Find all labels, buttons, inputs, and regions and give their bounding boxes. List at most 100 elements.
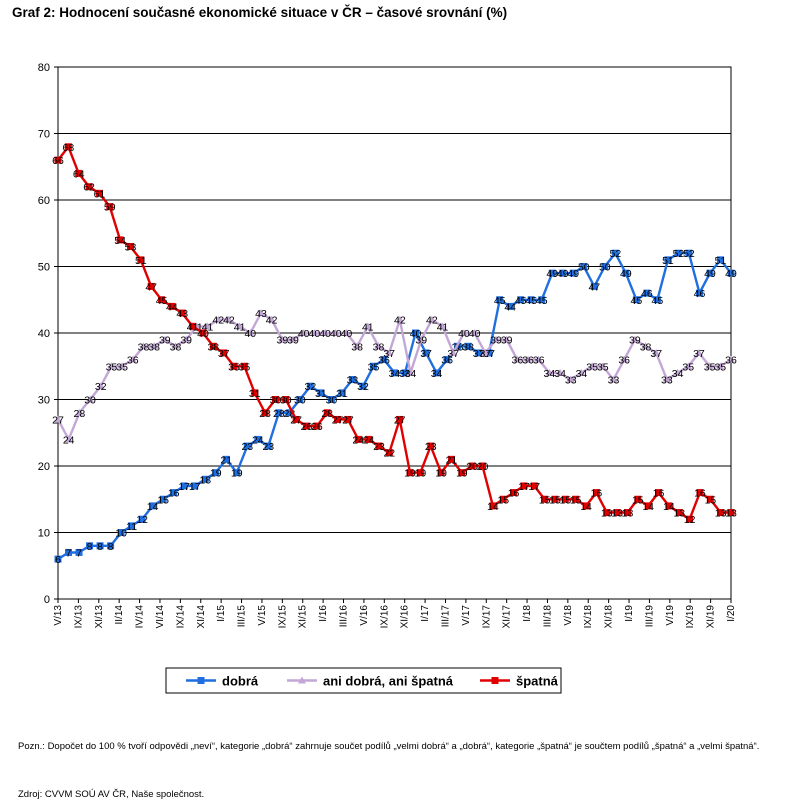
x-tick-label: V/19 xyxy=(665,605,676,626)
data-point xyxy=(534,355,543,363)
data-label: 39 xyxy=(180,335,192,347)
data-point xyxy=(299,329,308,336)
data-label: 27 xyxy=(52,414,64,426)
data-label: 35 xyxy=(116,361,128,373)
chart-title: Graf 2: Hodnocení současné ekonomické si… xyxy=(12,5,508,20)
data-label: 24 xyxy=(352,434,364,446)
data-point xyxy=(313,422,321,430)
data-point xyxy=(592,489,600,497)
data-label: 39 xyxy=(276,335,288,347)
legend-marker xyxy=(197,677,205,684)
data-point xyxy=(412,329,420,337)
data-label: 34 xyxy=(399,368,411,380)
data-point xyxy=(160,335,169,343)
data-point xyxy=(278,335,287,343)
data-point xyxy=(191,482,199,490)
data-label: 51 xyxy=(135,255,147,267)
data-label: 15 xyxy=(539,494,551,506)
data-point xyxy=(662,375,671,383)
data-label: 12 xyxy=(684,514,696,526)
data-label: 44 xyxy=(166,301,178,313)
data-label: 14 xyxy=(642,501,654,513)
data-label: 36 xyxy=(378,355,390,367)
data-point xyxy=(107,362,116,370)
data-label: 45 xyxy=(494,295,506,307)
data-label: 43 xyxy=(176,308,188,320)
data-point xyxy=(203,322,212,330)
data-point xyxy=(696,489,704,497)
legend-marker xyxy=(298,676,306,684)
data-point xyxy=(520,482,528,490)
data-label: 36 xyxy=(725,355,737,367)
data-point xyxy=(292,415,300,423)
data-label: 33 xyxy=(661,375,673,387)
y-tick-label: 70 xyxy=(38,129,50,141)
data-point xyxy=(354,435,362,443)
data-label: 40 xyxy=(458,328,470,340)
data-point xyxy=(530,482,538,490)
data-point xyxy=(285,409,293,417)
data-label: 36 xyxy=(522,355,534,367)
data-label: 23 xyxy=(425,441,437,453)
x-tick-label: V/18 xyxy=(563,605,574,626)
data-label: 13 xyxy=(673,508,685,520)
data-point xyxy=(634,495,642,503)
data-label: 40 xyxy=(309,328,321,340)
data-point xyxy=(416,469,424,477)
data-point xyxy=(438,322,447,330)
data-label: 7 xyxy=(66,547,72,559)
data-label: 43 xyxy=(255,308,267,320)
data-point xyxy=(706,495,714,503)
data-point xyxy=(149,502,157,510)
y-tick-label: 80 xyxy=(38,62,50,74)
data-point xyxy=(541,495,549,503)
data-label: 47 xyxy=(145,281,157,293)
data-point xyxy=(684,362,693,370)
data-point xyxy=(502,335,511,343)
data-label: 42 xyxy=(212,315,224,327)
data-label: 40 xyxy=(244,328,256,340)
data-label: 52 xyxy=(609,248,621,260)
x-tick-label: IX/14 xyxy=(175,605,186,629)
x-tick-label: I/16 xyxy=(318,605,329,622)
data-label: 30 xyxy=(84,395,96,407)
data-label: 27 xyxy=(290,414,302,426)
data-point xyxy=(622,269,630,277)
data-label: 35 xyxy=(597,361,609,373)
data-label: 13 xyxy=(715,508,727,520)
data-point xyxy=(524,355,533,363)
x-tick-label: XI/18 xyxy=(604,605,615,629)
data-label: 51 xyxy=(715,255,727,267)
data-point xyxy=(727,355,735,363)
data-label: 53 xyxy=(125,242,137,254)
data-point xyxy=(369,362,377,370)
data-point xyxy=(401,369,409,377)
data-label: 28 xyxy=(273,408,285,420)
data-label: 34 xyxy=(389,368,401,380)
data-point xyxy=(182,335,191,343)
data-label: 62 xyxy=(83,182,95,194)
data-label: 40 xyxy=(197,328,209,340)
data-point xyxy=(716,362,725,370)
data-point xyxy=(674,249,682,257)
data-point xyxy=(64,435,73,443)
data-label: 19 xyxy=(435,468,447,480)
data-label: 49 xyxy=(546,268,558,280)
data-label: 15 xyxy=(157,494,169,506)
data-label: 35 xyxy=(714,361,726,373)
data-point xyxy=(727,269,735,277)
data-point xyxy=(116,236,124,244)
data-point xyxy=(178,309,186,317)
data-point xyxy=(569,269,577,277)
x-tick-label: XI/16 xyxy=(400,605,411,629)
line-chart: 0 10 20 30 40 50 60 70 80 V/13 IX/13 XI/13 II/14 IV/1… xyxy=(38,62,737,694)
data-label: 47 xyxy=(588,281,600,293)
data-point xyxy=(706,269,714,277)
data-label: 27 xyxy=(342,414,354,426)
data-label: 13 xyxy=(622,508,634,520)
data-label: 49 xyxy=(704,268,716,280)
data-point xyxy=(220,349,228,357)
data-label: 35 xyxy=(682,361,694,373)
data-label: 66 xyxy=(52,155,64,167)
data-point xyxy=(391,369,398,377)
